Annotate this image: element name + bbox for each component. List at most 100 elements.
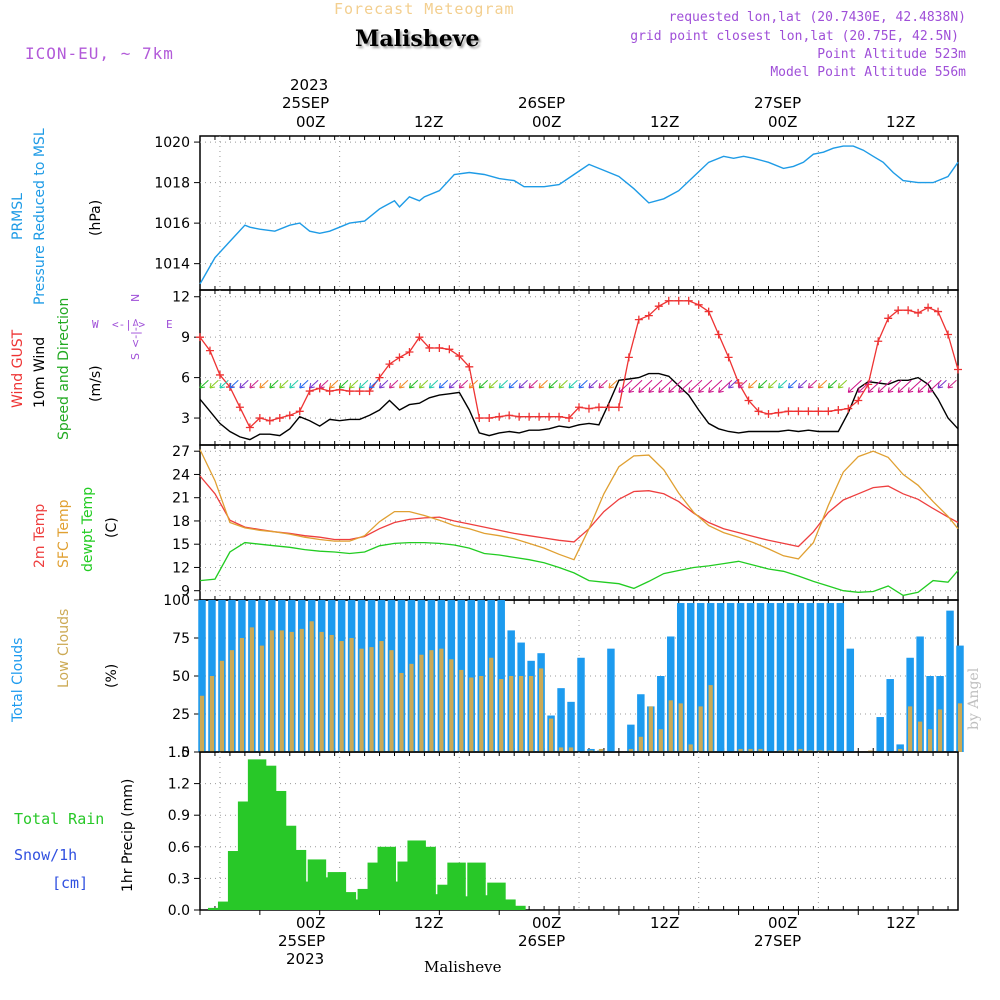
compass-ew-arrow: <-|-> [112, 318, 146, 331]
total-cloud-bar [198, 600, 206, 752]
low-cloud-bar [229, 650, 235, 752]
y-tick-label: 1.2 [168, 777, 190, 793]
total-cloud-bar [726, 603, 735, 752]
gust-marker [465, 362, 474, 371]
wind-arrowhead [279, 382, 285, 389]
wind-unit-label: (m/s) [88, 365, 104, 402]
wind-arrow [329, 379, 339, 389]
gust-marker [674, 296, 683, 305]
gust-marker [714, 330, 723, 339]
gust-marker [315, 384, 324, 393]
panel-frame [199, 444, 959, 601]
wind-arrowhead [468, 382, 475, 389]
y-tick-label: 0.9 [168, 808, 190, 824]
top-tick-label: 12Z [414, 113, 444, 131]
low-cloud-bar [239, 638, 244, 752]
wind-arrowhead [887, 387, 894, 393]
total-cloud-bar [208, 600, 216, 752]
y-tick-label: 24 [172, 467, 190, 483]
total-cloud-bar [956, 645, 964, 752]
top-tick-label: 00Z [768, 113, 798, 131]
gust-marker [644, 311, 653, 320]
gust-marker [535, 412, 544, 421]
wind-arrow [289, 379, 299, 389]
total-cloud-bar [776, 603, 785, 752]
low-cloud-bar [349, 638, 354, 752]
total-cloud-bar [587, 748, 595, 752]
total-cloud-bar [706, 603, 715, 752]
top-day-1: 25SEP [282, 94, 330, 112]
wind-arrowhead [638, 387, 644, 393]
wind-arrow [468, 379, 479, 389]
low-clouds-label: Low Clouds [56, 608, 72, 688]
low-cloud-bar [319, 631, 324, 752]
rain-bar [317, 877, 337, 910]
total-cloud-bar [906, 657, 914, 752]
top-day-2: 26SEP [518, 94, 566, 112]
wind-arrow [738, 379, 748, 389]
gust-marker [205, 346, 214, 355]
total-cloud-bar [547, 715, 555, 752]
precip-unit-label: 1hr Precip (mm) [120, 778, 136, 892]
compass-east: E [166, 318, 173, 331]
total-cloud-bar [696, 603, 705, 752]
low-cloud-bar [548, 718, 554, 752]
wind-arrow [688, 379, 703, 393]
wind-arrowhead [658, 387, 664, 393]
y-tick-label: 6 [181, 371, 190, 387]
gust-marker [684, 296, 693, 305]
top-tick-label: 00Z [296, 113, 326, 131]
wind-arrowhead [518, 382, 525, 389]
wind-arrowhead [797, 382, 804, 389]
gust-marker [584, 404, 593, 413]
wind-arrowhead [269, 382, 275, 389]
total-cloud-bar [427, 600, 436, 752]
total-cloud-bar [357, 600, 366, 752]
bottom-station: Malisheve [424, 958, 502, 976]
prmsl-short-label: PRMSL [10, 193, 26, 240]
wind-arrowhead [299, 382, 305, 389]
wind-arrowhead [408, 382, 415, 389]
total-cloud-bar [307, 600, 316, 752]
y-tick-label: 1018 [154, 176, 190, 192]
rain-bar [367, 862, 387, 910]
gust-marker [245, 423, 254, 432]
gust-marker [485, 414, 494, 423]
wind-arrow [409, 379, 419, 389]
top-tick-label: 00Z [532, 113, 562, 131]
wind-arrow [319, 379, 329, 389]
total-cloud-bar [397, 600, 406, 752]
temp-unit-label: (C) [104, 517, 120, 538]
wind-arrowhead [668, 387, 674, 393]
low-cloud-bar [499, 679, 504, 752]
gust-marker [844, 404, 853, 413]
wind-arrowhead [907, 387, 914, 393]
y-tick-label: 50 [172, 669, 190, 685]
y-tick-label: 0.6 [168, 840, 190, 856]
wind-arrow [668, 379, 683, 393]
low-cloud-bar [289, 631, 294, 752]
low-cloud-bar [469, 677, 474, 752]
wind-arrowhead [897, 387, 904, 393]
bottom-year: 2023 [286, 950, 325, 968]
rain-bar [427, 894, 446, 910]
low-cloud-bar [399, 672, 404, 752]
panel-frame [199, 599, 959, 753]
wind-arrow [399, 379, 409, 389]
wind-arrowhead [867, 387, 874, 393]
total-cloud-bar [288, 600, 296, 752]
wind-arrow [658, 379, 673, 393]
wind-arrowhead [448, 382, 455, 389]
wind-arrowhead [538, 382, 545, 389]
rain-bar [247, 759, 267, 910]
wind-arrow [758, 379, 768, 389]
y-tick-label: 27 [172, 444, 190, 460]
total-cloud-bar [317, 600, 326, 752]
model-label: ICON-EU, ~ 7km [25, 44, 174, 63]
wind-arrow [269, 379, 279, 389]
gridpoint-coords: grid point closest lon,lat (20.75E, 42.5… [630, 29, 959, 44]
gust-marker [355, 387, 364, 396]
wind-arrow [578, 379, 588, 389]
wind-arrow [299, 379, 309, 389]
gust-marker [575, 403, 583, 412]
